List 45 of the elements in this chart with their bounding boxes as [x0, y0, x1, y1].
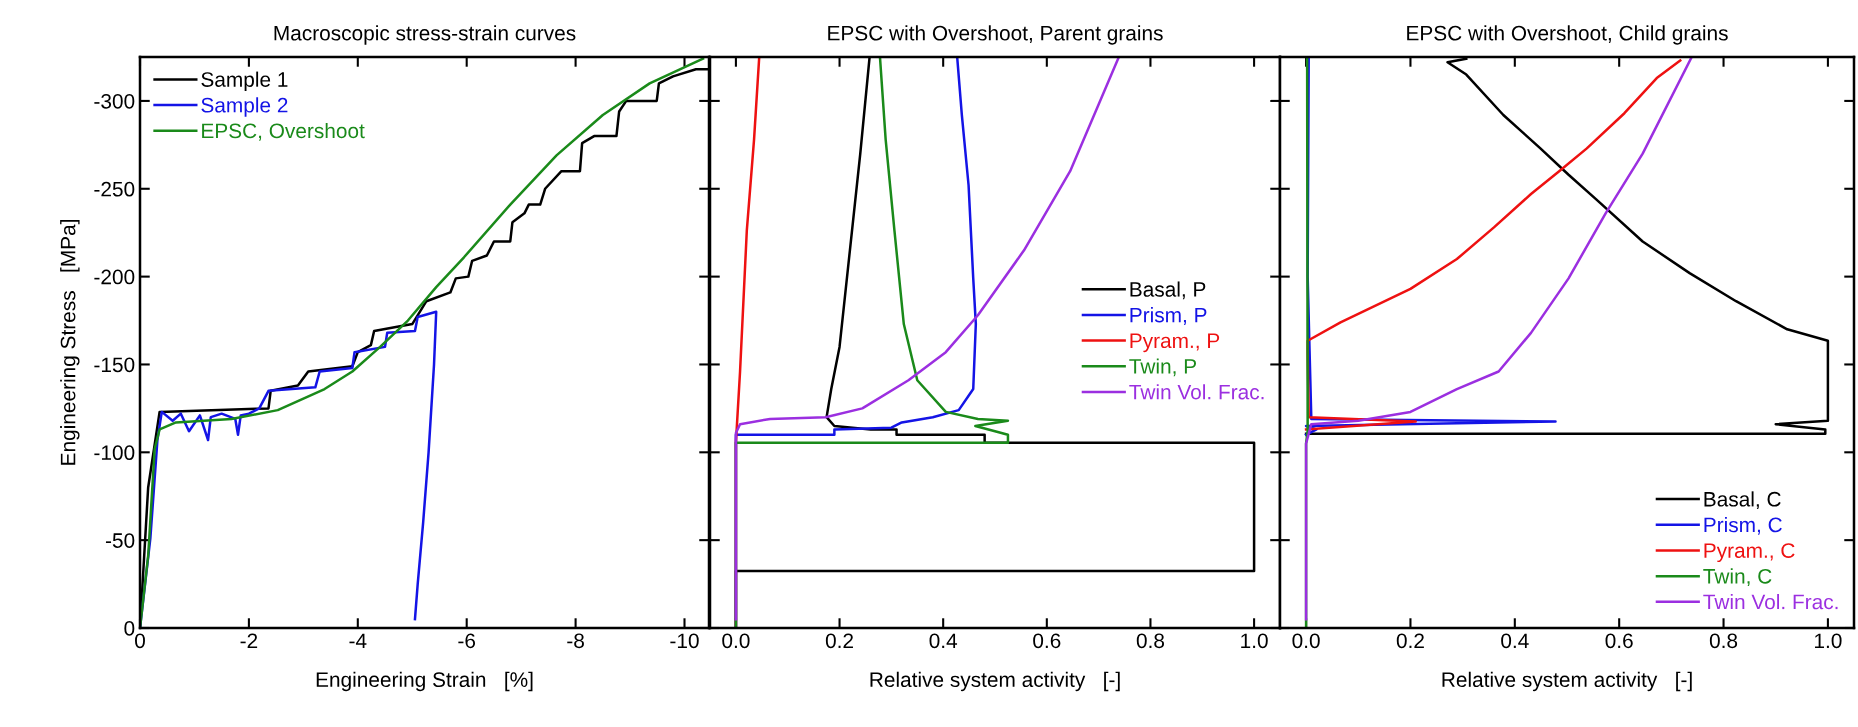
- x-axis-title: Relative system activity [-]: [1442, 671, 1692, 692]
- legend-label: Basal, P: [1130, 281, 1206, 300]
- x-axis-title: Engineering Strain [%]: [316, 671, 533, 692]
- chart-title: EPSC with Overshoot, Child grains: [1407, 25, 1728, 45]
- legend-label: Twin, C: [1703, 568, 1772, 587]
- x-tick-label: -8: [567, 633, 584, 649]
- x-tick-label: -2: [240, 633, 258, 648]
- y-tick-label: -200: [94, 269, 135, 285]
- x-tick-label: 0.2: [1396, 633, 1424, 649]
- legend-label: Twin Vol. Frac.: [1703, 594, 1838, 610]
- chart-title: Macroscopic stress-strain curves: [274, 25, 576, 45]
- x-tick-label: 0.0: [1292, 633, 1320, 649]
- y-tick-label: -300: [94, 93, 135, 109]
- y-tick-label: 0: [124, 621, 135, 636]
- x-tick-label: 0: [135, 633, 145, 649]
- chart-title: EPSC with Overshoot, Parent grains: [828, 25, 1163, 45]
- y-tick-label: -250: [94, 181, 135, 197]
- x-tick-label: 0.8: [1709, 633, 1738, 649]
- x-tick-label: 0.4: [929, 633, 958, 649]
- legend-label: Twin Vol. Frac.: [1129, 384, 1264, 400]
- legend-label: Prism, P: [1130, 307, 1207, 325]
- legend-label: EPSC, Overshoot: [202, 122, 365, 141]
- x-tick-label: 0.2: [825, 633, 853, 649]
- x-tick-label: 0.0: [722, 633, 750, 649]
- x-axis-title: Relative system activity [-]: [870, 671, 1120, 692]
- y-tick-label: -50: [105, 533, 135, 548]
- legend-label: Prism, C: [1704, 516, 1782, 535]
- x-tick-label: -10: [670, 633, 699, 649]
- y-axis-title: Engineering Stress [MPa]: [60, 220, 80, 465]
- legend-label: Twin, P: [1129, 358, 1197, 377]
- x-tick-label: -4: [349, 633, 367, 648]
- legend-label: Sample 1: [201, 71, 288, 91]
- x-tick-label: 1.0: [1241, 633, 1268, 649]
- x-tick-label: 0.8: [1136, 633, 1165, 649]
- legend-label: Basal, C: [1704, 491, 1781, 510]
- legend-label: Pyram., C: [1704, 543, 1795, 563]
- x-tick-label: 0.6: [1605, 633, 1633, 649]
- y-tick-label: -100: [94, 445, 135, 461]
- legend-label: Pyram., P: [1130, 333, 1220, 353]
- x-tick-label: 0.6: [1033, 633, 1061, 649]
- y-tick-label: -150: [94, 357, 135, 373]
- x-tick-label: 0.4: [1501, 633, 1529, 649]
- legend-label: Sample 2: [201, 97, 288, 117]
- x-tick-label: 1.0: [1815, 633, 1842, 649]
- x-tick-label: -6: [458, 633, 476, 649]
